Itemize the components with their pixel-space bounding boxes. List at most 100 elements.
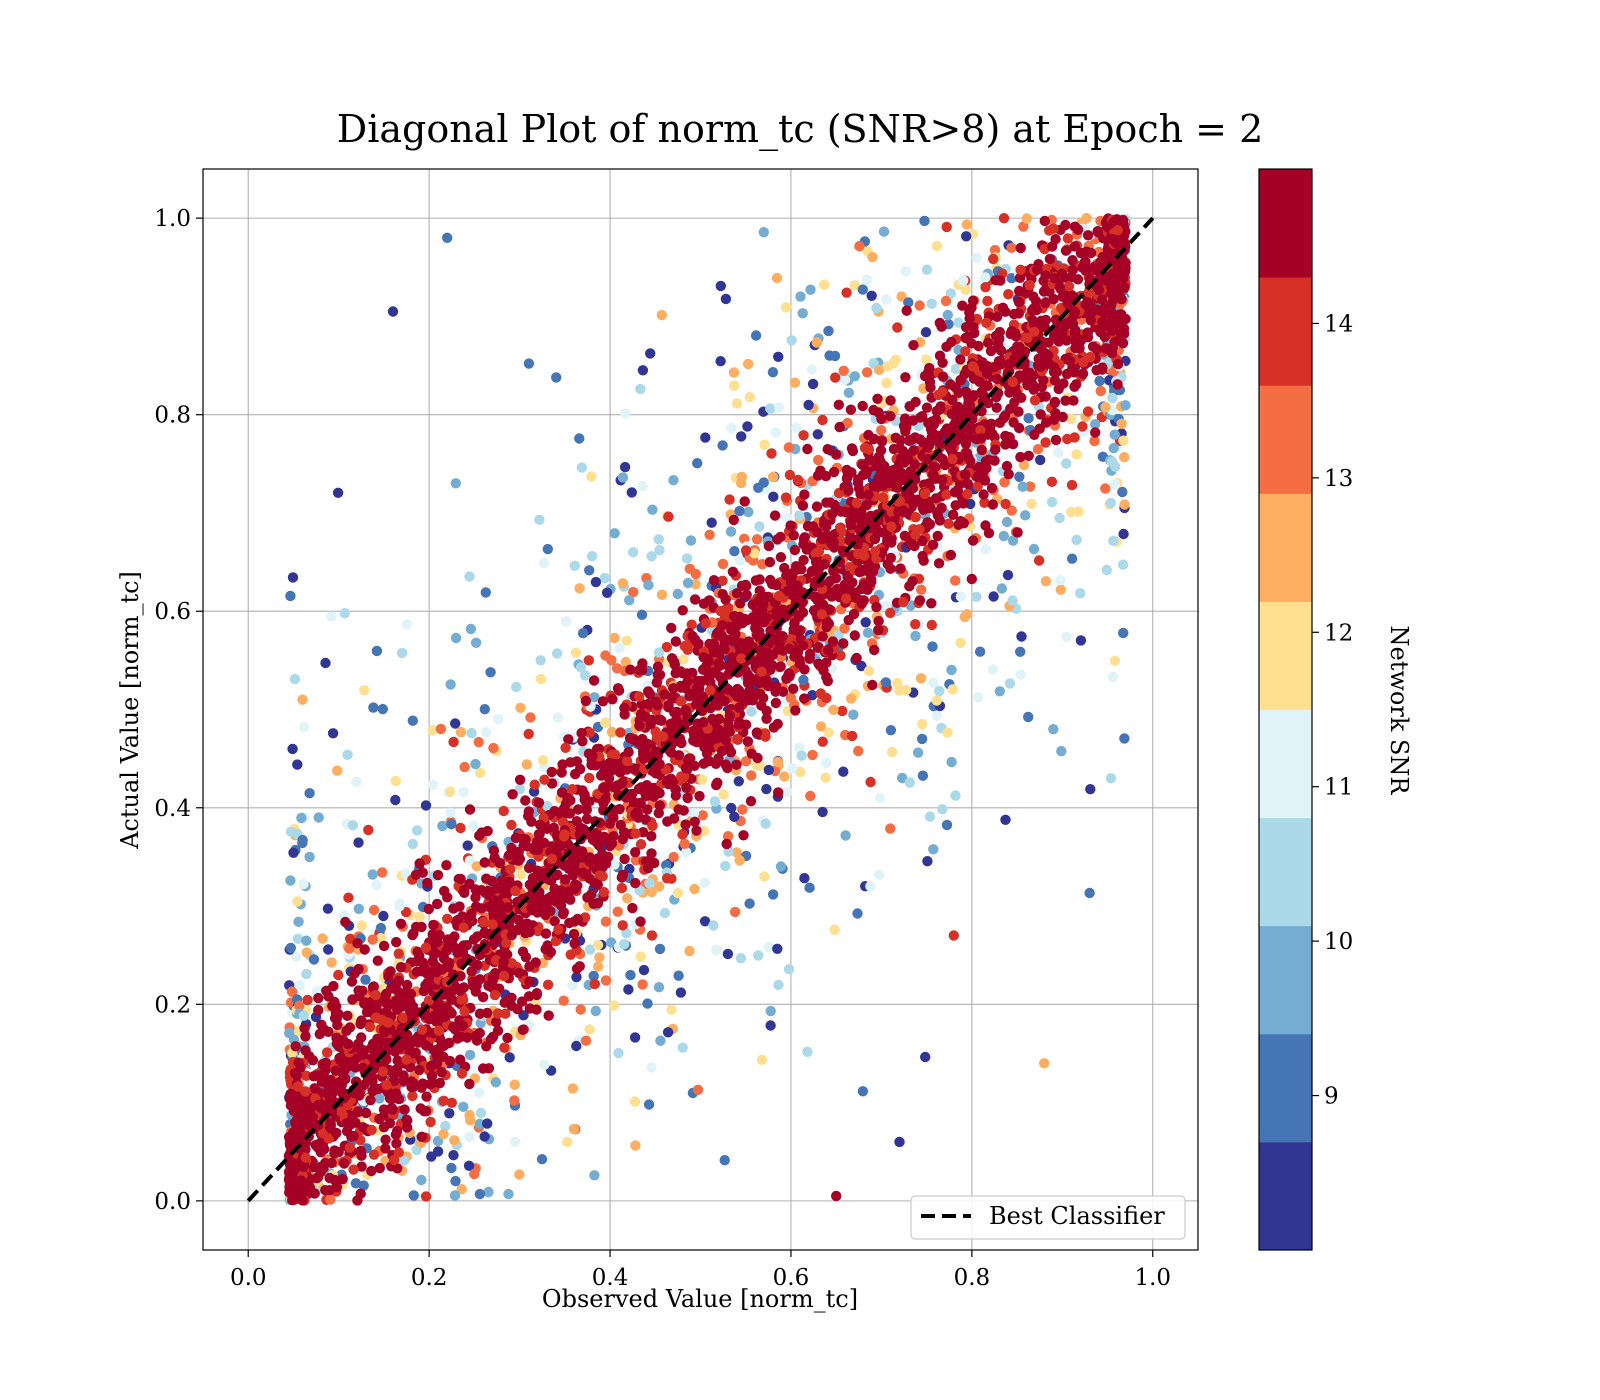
scatter-point [1076,334,1087,345]
scatter-point [630,877,641,889]
scatter-point [848,709,859,720]
scatter-point [819,279,830,290]
scatter-point [768,491,779,502]
scatter-point [983,527,995,539]
scatter-point [641,780,653,791]
scatter-point [1023,450,1034,461]
scatter-point [746,770,757,781]
scatter-point [480,587,491,598]
scatter-point [571,756,583,767]
scatter-point [474,1118,485,1130]
scatter-point [974,646,986,657]
scatter-point [368,904,380,916]
scatter-point [498,805,509,817]
scatter-point [531,989,542,1001]
scatter-point [331,1127,342,1139]
scatter-point [378,1104,390,1115]
scatter-point [590,576,602,588]
scatter-point [339,1158,350,1169]
scatter-point [299,1022,310,1034]
scatter-point [633,691,645,702]
scatter-point [302,1101,313,1112]
scatter-point [1026,498,1037,509]
scatter-point [771,579,782,591]
scatter-point [515,869,527,880]
scatter-point [783,964,795,975]
scatter-point [729,380,740,391]
scatter-point [285,942,296,954]
scatter-point [633,783,645,795]
scatter-point [628,586,639,598]
scatter-point [899,413,911,424]
scatter-point [600,717,611,728]
scatter-point [874,869,885,880]
scatter-point [661,641,672,653]
scatter-point [812,429,823,440]
scatter-point [1019,346,1031,357]
scatter-point [575,1004,586,1015]
scatter-point [598,782,609,793]
scatter-point [715,356,726,367]
scatter-point [767,471,779,483]
scatter-point [1049,273,1060,284]
scatter-point [1015,646,1026,657]
scatter-point [643,1099,655,1110]
scatter-point [615,819,626,831]
scatter-point [476,827,487,838]
scatter-point [407,838,418,850]
scatter-point [862,627,874,638]
scatter-point [301,1070,312,1082]
scatter-point [839,374,851,385]
scatter-point [584,856,595,867]
scatter-point [878,226,890,237]
scatter-point [493,714,504,725]
scatter-point [410,1034,421,1045]
scatter-point [976,444,987,456]
scatter-point [463,1160,475,1172]
scatter-point [967,295,979,306]
scatter-point [1090,427,1101,438]
scatter-point [617,869,629,880]
scatter-point [1016,631,1027,642]
scatter-point [643,579,654,591]
scatter-point [805,284,816,295]
scatter-point [987,664,998,675]
scatter-point [367,1041,378,1052]
scatter-point [879,478,890,489]
scatter-point [543,1010,554,1021]
scatter-point [438,1128,449,1140]
scatter-point [727,566,739,577]
scatter-point [931,240,943,252]
scatter-point [868,433,880,445]
scatter-point [799,664,810,675]
scatter-point [794,510,805,521]
scatter-point [745,796,757,807]
scatter-point [412,946,423,958]
scatter-point [1119,328,1130,339]
scatter-point [789,377,801,388]
scatter-point [797,640,809,651]
scatter-point [1107,671,1119,683]
scatter-point [640,790,652,801]
scatter-point [849,371,860,382]
scatter-point [1089,435,1100,447]
scatter-point [1069,432,1080,443]
scatter-point [781,570,792,581]
scatter-point [398,1075,409,1087]
scatter-point [552,712,564,723]
scatter-point [805,790,816,802]
scatter-point [285,1088,296,1100]
scatter-point [577,628,589,639]
scatter-point [905,538,916,549]
scatter-point [1095,326,1106,338]
scatter-point [1109,429,1120,440]
scatter-point [597,871,608,882]
scatter-point [937,804,948,815]
scatter-point [623,746,634,758]
scatter-point [787,763,798,774]
scatter-point [720,604,731,615]
scatter-point [450,632,462,644]
scatter-point [994,326,1005,338]
scatter-point [334,1054,346,1066]
scatter-point [799,873,810,884]
